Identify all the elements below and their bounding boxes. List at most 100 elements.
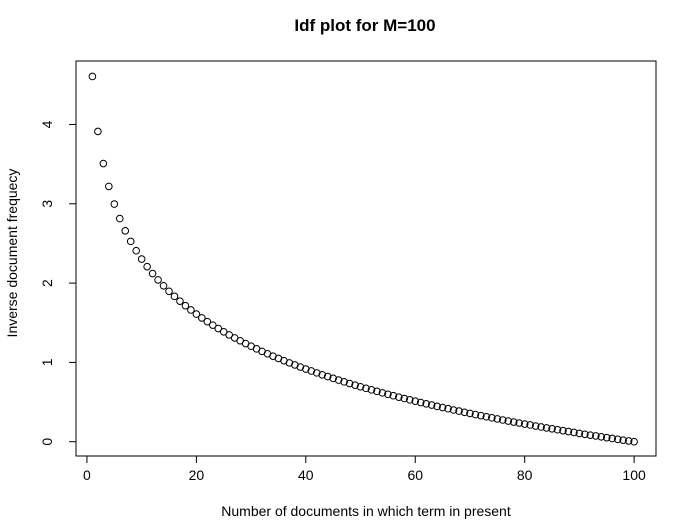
data-point	[121, 227, 130, 235]
data-point	[520, 420, 529, 428]
data-point	[537, 423, 545, 431]
data-point	[329, 374, 337, 383]
data-point	[373, 387, 381, 396]
x-axis-label: Number of documents in which term in pre…	[221, 503, 511, 519]
data-point	[176, 297, 184, 305]
data-point	[345, 379, 354, 388]
data-point	[504, 417, 513, 425]
y-tick-label: 0	[39, 438, 55, 446]
data-point	[334, 376, 343, 384]
data-point	[455, 407, 463, 415]
data-point	[159, 281, 168, 290]
data-point	[110, 200, 119, 208]
x-tick-label: 100	[622, 467, 646, 483]
data-point	[94, 127, 102, 136]
data-point	[488, 414, 496, 422]
data-point	[187, 306, 195, 314]
y-axis-label: Inverse document frequecy	[4, 169, 20, 338]
data-point	[400, 394, 409, 403]
data-point	[198, 314, 206, 322]
data-point	[559, 426, 567, 435]
data-point	[570, 428, 578, 437]
data-point	[575, 429, 584, 438]
data-point	[395, 393, 403, 401]
x-tick-label: 0	[83, 467, 91, 483]
data-point	[581, 430, 589, 439]
data-point	[132, 246, 140, 255]
data-point	[170, 292, 179, 301]
data-point	[592, 432, 600, 440]
data-point	[466, 409, 474, 418]
data-point	[312, 369, 321, 377]
data-point	[126, 237, 135, 246]
x-tick-label: 60	[407, 467, 423, 483]
x-tick-label: 40	[298, 467, 314, 483]
data-point	[422, 400, 430, 408]
data-point	[389, 391, 398, 400]
data-point	[449, 406, 458, 414]
data-points	[88, 72, 638, 446]
data-point	[471, 410, 480, 419]
chart-title: Idf plot for M=100	[294, 16, 435, 35]
data-point	[356, 382, 365, 391]
data-point	[438, 403, 447, 412]
data-point	[378, 389, 387, 397]
data-point	[619, 436, 627, 444]
data-point	[323, 372, 332, 381]
data-point	[137, 255, 146, 263]
y-tick-label: 4	[39, 120, 55, 128]
data-point	[416, 398, 425, 407]
data-point	[564, 427, 573, 436]
data-point	[148, 269, 157, 278]
data-point	[597, 433, 606, 441]
data-point	[553, 425, 562, 434]
data-point	[165, 287, 173, 296]
data-point	[531, 422, 540, 430]
data-point	[181, 301, 190, 310]
data-point	[548, 424, 556, 433]
data-point	[542, 424, 551, 432]
data-point	[105, 182, 113, 191]
data-point	[515, 419, 524, 427]
data-point	[608, 434, 617, 443]
x-axis: 0 20 40 60 80 100	[83, 455, 646, 483]
data-point	[613, 435, 622, 444]
data-point	[624, 437, 633, 445]
data-point	[302, 365, 310, 373]
data-point	[509, 418, 518, 426]
data-point	[433, 402, 441, 411]
data-point	[526, 421, 534, 429]
plot-frame	[75, 60, 657, 457]
data-point	[482, 412, 491, 421]
data-point	[208, 321, 217, 329]
data-point	[367, 386, 376, 394]
data-point	[154, 276, 162, 284]
data-point	[192, 310, 201, 318]
data-point	[307, 367, 316, 375]
data-point	[477, 411, 485, 420]
y-tick-label: 3	[39, 200, 55, 208]
data-point	[602, 433, 611, 442]
data-point	[444, 404, 452, 413]
y-axis: 0 1 2 3 4	[39, 120, 77, 446]
x-tick-label: 20	[189, 467, 205, 483]
data-point	[405, 396, 414, 404]
data-point	[115, 214, 124, 223]
y-tick-label: 2	[39, 279, 55, 287]
data-point	[214, 324, 223, 333]
data-point	[411, 397, 420, 405]
data-point	[340, 378, 348, 386]
data-point	[99, 159, 108, 168]
data-point	[427, 401, 436, 409]
data-point	[460, 408, 469, 417]
data-point	[143, 262, 151, 271]
data-point	[351, 381, 359, 389]
data-point	[586, 431, 595, 439]
data-point	[88, 72, 97, 81]
data-point	[318, 370, 327, 379]
data-point	[203, 317, 212, 326]
y-tick-label: 1	[39, 358, 55, 366]
data-point	[362, 384, 370, 393]
data-point	[384, 390, 392, 399]
